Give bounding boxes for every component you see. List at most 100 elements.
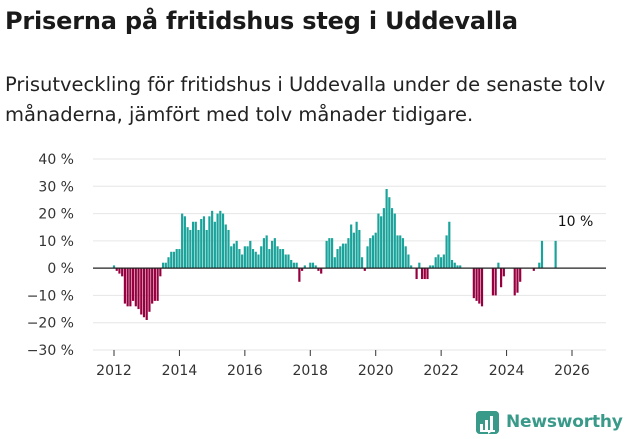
bar [331, 238, 334, 269]
bar [445, 235, 448, 269]
bar [164, 262, 167, 269]
bar [273, 238, 276, 269]
bar [325, 240, 328, 269]
bar [309, 262, 312, 269]
bar [221, 213, 225, 269]
bar [513, 268, 516, 296]
bar [140, 268, 143, 315]
bar [450, 259, 454, 269]
bar [167, 257, 170, 269]
y-tick-label: 10 % [38, 234, 74, 250]
annotations: 10 % [558, 214, 594, 230]
bar-series [112, 189, 557, 320]
bar [380, 216, 383, 269]
bar [131, 268, 135, 301]
bar [243, 246, 246, 269]
bar [456, 265, 459, 269]
bar [396, 235, 399, 269]
bar [475, 268, 478, 301]
bar [292, 262, 296, 269]
y-tick-label: 30 % [38, 179, 74, 195]
brand-name: Newsworthy [506, 412, 623, 432]
bar [224, 224, 227, 269]
bar [137, 268, 140, 310]
bar [118, 268, 121, 274]
bar [159, 268, 162, 277]
bar [336, 249, 339, 269]
bar [344, 243, 347, 269]
newsworthy-brand[interactable]: Newsworthy [476, 409, 623, 435]
bar [290, 259, 293, 269]
bar [189, 229, 192, 269]
bar [208, 216, 211, 269]
bar [333, 257, 336, 269]
x-tick-label: 2012 [96, 363, 132, 379]
bar [423, 268, 426, 280]
bar [246, 246, 249, 269]
bar [404, 246, 407, 269]
bar [142, 268, 146, 318]
bar [251, 249, 255, 269]
chart-subtitle: Prisutveckling för fritidshus i Uddevall… [5, 73, 606, 126]
bar [554, 240, 557, 269]
bar [262, 238, 266, 269]
bar [145, 268, 148, 320]
bar [298, 268, 301, 282]
y-tick-label: −10 % [27, 288, 74, 304]
bar [385, 189, 388, 269]
bar [151, 268, 154, 304]
bar [205, 229, 208, 269]
bar [238, 249, 241, 269]
bar [170, 251, 173, 269]
bar [241, 254, 244, 269]
bar [352, 232, 355, 269]
bar [279, 249, 282, 269]
bar [358, 229, 361, 269]
bar [213, 221, 216, 269]
bar [271, 240, 274, 269]
bar [129, 268, 132, 307]
bar [183, 216, 186, 269]
bar [191, 221, 195, 269]
x-tick-label: 2026 [554, 363, 590, 379]
y-tick-label: −20 % [27, 316, 74, 332]
bar [161, 262, 165, 269]
latest-value-label: 10 % [558, 214, 594, 230]
bar [317, 268, 320, 271]
bar [260, 246, 263, 269]
bar [328, 238, 331, 269]
x-tick-label: 2022 [423, 363, 459, 379]
bar [172, 251, 176, 269]
bar [478, 268, 481, 304]
bar [497, 262, 500, 269]
bar [202, 216, 206, 269]
y-tick-label: −30 % [27, 343, 74, 359]
bar [181, 213, 184, 269]
bar [480, 268, 484, 307]
bar [399, 235, 402, 269]
bar [134, 268, 137, 307]
bar [194, 221, 197, 269]
bar [393, 213, 396, 269]
bar [374, 232, 377, 269]
bar [211, 210, 214, 269]
bar [407, 254, 410, 269]
bar [377, 213, 380, 269]
bar [314, 265, 317, 269]
bar [249, 240, 252, 269]
bar [519, 268, 522, 282]
bar [123, 268, 126, 304]
bar [200, 219, 203, 269]
bar [320, 268, 323, 274]
y-tick-label: 40 % [38, 152, 74, 168]
bar [388, 197, 391, 269]
bar [295, 262, 298, 269]
bar [442, 254, 445, 269]
bar [500, 268, 503, 288]
bar [366, 246, 369, 269]
bar [178, 249, 181, 269]
bar [540, 240, 544, 269]
bar [197, 229, 200, 269]
bar [156, 268, 159, 301]
